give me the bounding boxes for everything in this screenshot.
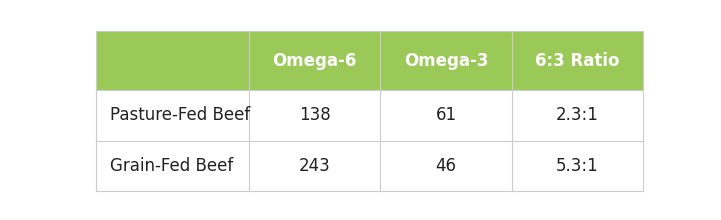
Text: 2.3:1: 2.3:1 [556, 106, 599, 125]
Text: 61: 61 [435, 106, 456, 125]
Text: 243: 243 [299, 157, 331, 175]
Text: 6:3 Ratio: 6:3 Ratio [536, 52, 620, 70]
Text: Omega-6: Omega-6 [273, 52, 357, 70]
Bar [512, 31, 643, 90]
Bar [96, 141, 249, 191]
Text: 46: 46 [435, 157, 456, 175]
Text: Pasture-Fed Beef: Pasture-Fed Beef [110, 106, 250, 125]
Bar [381, 90, 512, 141]
Text: 138: 138 [299, 106, 331, 125]
Bar [512, 141, 643, 191]
Bar [249, 90, 381, 141]
Bar [96, 31, 249, 90]
Bar [512, 90, 643, 141]
Text: Omega-3: Omega-3 [404, 52, 488, 70]
Bar [381, 141, 512, 191]
Text: 5.3:1: 5.3:1 [556, 157, 599, 175]
Bar [96, 90, 249, 141]
Text: Grain-Fed Beef: Grain-Fed Beef [110, 157, 233, 175]
Bar [249, 31, 381, 90]
Bar [249, 141, 381, 191]
Bar [381, 31, 512, 90]
